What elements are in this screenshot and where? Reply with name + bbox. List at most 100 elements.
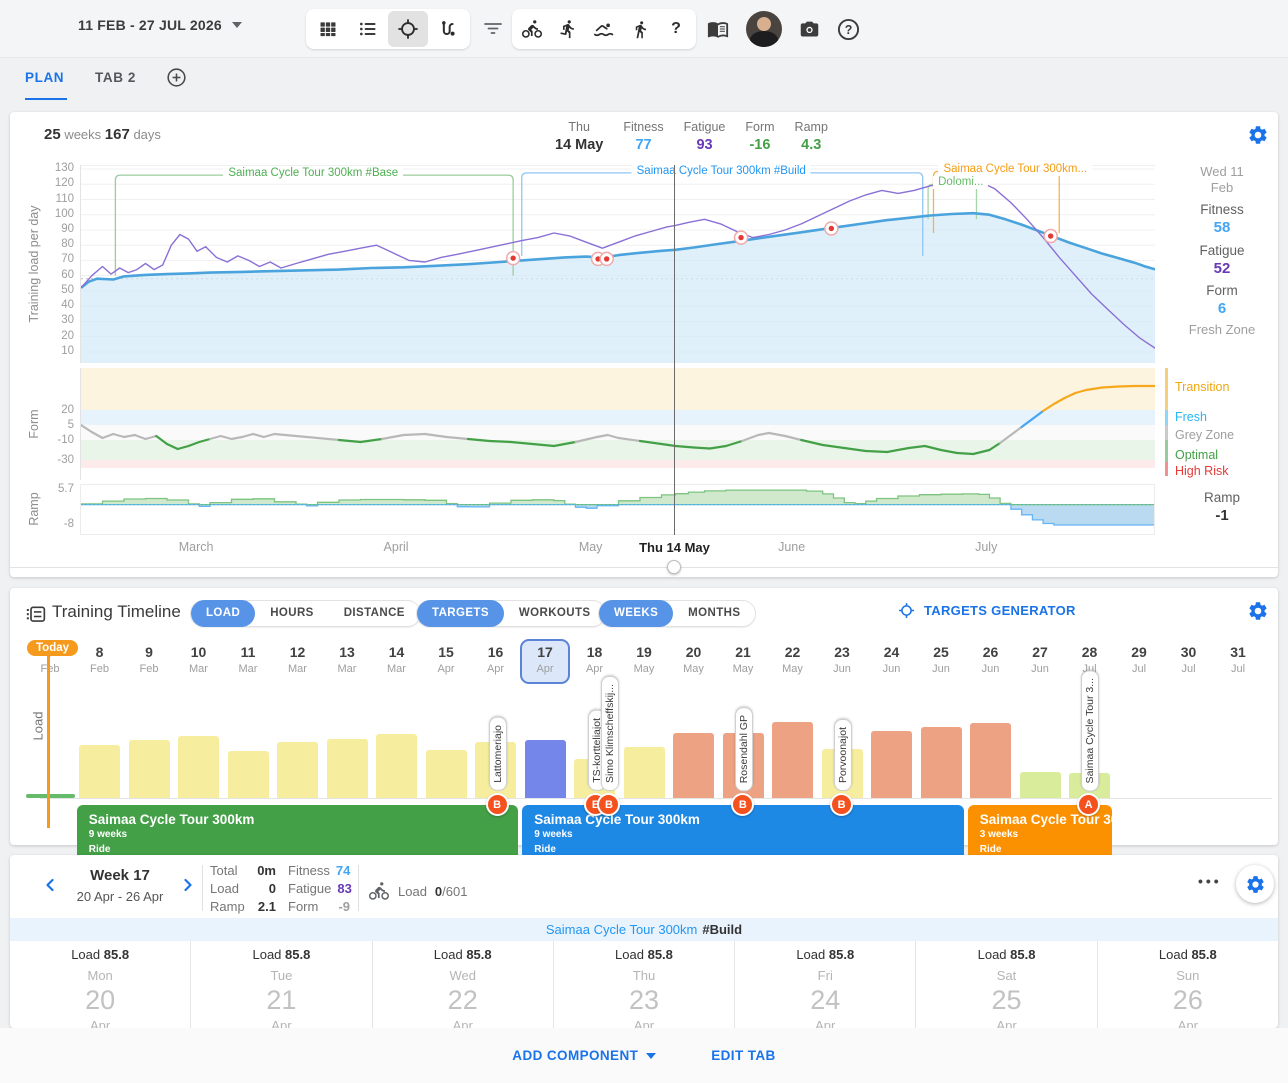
timeline-week-27[interactable]: 27 Jun: [1015, 638, 1065, 675]
week-target-bar[interactable]: [1019, 771, 1061, 798]
timeline-week-14[interactable]: 14 Mar: [372, 638, 422, 675]
timeline-settings-button[interactable]: [1247, 600, 1269, 622]
week-target-bar[interactable]: [772, 721, 813, 798]
timeline-week-17[interactable]: 17 Apr: [520, 638, 570, 675]
event-priority-badge[interactable]: B: [597, 793, 621, 816]
day-cell-sat[interactable]: Load 85.8 Sat 25 Apr: [915, 941, 1096, 1033]
filter-button[interactable]: [484, 20, 502, 36]
route-view-button[interactable]: [428, 11, 468, 47]
timeline-week-18[interactable]: 18 Apr: [570, 638, 620, 675]
sport-ride-button[interactable]: [514, 11, 550, 47]
event-flag[interactable]: Rosendahl GP: [734, 706, 753, 791]
sport-filter: ?: [512, 9, 696, 49]
date-range-selector[interactable]: 11 FEB - 27 JUL 2026: [78, 17, 242, 33]
week-target-bar[interactable]: [425, 749, 467, 798]
timeline-week-24[interactable]: 24 Jun: [867, 638, 917, 675]
plan-target-view-button[interactable]: [388, 11, 428, 47]
toggle-weeks[interactable]: WEEKS: [599, 599, 674, 627]
week-target-bar[interactable]: [871, 730, 912, 798]
event-flag[interactable]: Porvoonajot: [833, 718, 852, 791]
week-target-bar[interactable]: [326, 739, 368, 798]
chart-cursor-line[interactable]: [674, 165, 676, 535]
help-button[interactable]: ?: [837, 18, 860, 41]
toggle-hours[interactable]: HOURS: [270, 607, 314, 619]
sport-walk-button[interactable]: [622, 11, 658, 47]
timeline-week-31[interactable]: 31 Jul: [1213, 638, 1263, 675]
event-priority-badge[interactable]: B: [731, 793, 755, 816]
chart-settings-button[interactable]: [1247, 124, 1269, 146]
week-event-link[interactable]: Saimaa Cycle Tour 300km: [545, 922, 698, 937]
week-target-bar[interactable]: [128, 740, 170, 798]
toggle-targets[interactable]: TARGETS: [417, 599, 504, 627]
day-load: Load 85.8: [10, 947, 190, 962]
timeline-week-23[interactable]: 23 Jun: [817, 638, 867, 675]
journal-button[interactable]: [706, 18, 730, 40]
week-target-bar[interactable]: [920, 727, 962, 798]
timeline-week-8[interactable]: 8 Feb: [75, 638, 125, 675]
fitness-fatigue-chart[interactable]: [80, 165, 1155, 363]
timeline-week-12[interactable]: 12 Mar: [273, 638, 323, 675]
list-view-button[interactable]: [348, 11, 388, 47]
timeline-week-29[interactable]: 29 Jul: [1114, 638, 1164, 675]
sport-other-button[interactable]: ?: [671, 20, 681, 37]
event-flag[interactable]: Saimaa Cycle Tour 3...: [1080, 669, 1099, 791]
event-priority-badge[interactable]: B: [485, 793, 509, 816]
edit-tab-button[interactable]: EDIT TAB: [711, 1048, 776, 1063]
day-cell-fri[interactable]: Load 85.8 Fri 24 Apr: [734, 941, 915, 1033]
week-menu-button[interactable]: •••: [1198, 873, 1222, 889]
form-chart[interactable]: [80, 368, 1155, 480]
week-target-bar[interactable]: [623, 747, 665, 798]
day-cell-sun[interactable]: Load 85.8 Sun 26 Apr: [1096, 941, 1278, 1033]
user-avatar[interactable]: [746, 11, 782, 47]
chart-scrollbar[interactable]: [10, 567, 1278, 568]
week-target-bar[interactable]: [970, 723, 1011, 798]
toggle-workouts[interactable]: WORKOUTS: [518, 607, 591, 619]
timeline-week-11[interactable]: 11 Mar: [223, 638, 273, 675]
ramp-chart[interactable]: [80, 484, 1155, 535]
event-priority-badge[interactable]: B: [830, 793, 854, 816]
week-settings-button[interactable]: [1236, 865, 1274, 903]
timeline-week-20[interactable]: 20 May: [669, 638, 719, 675]
timeline-week-22[interactable]: 22 May: [768, 638, 818, 675]
add-component-button[interactable]: ADD COMPONENT: [512, 1048, 657, 1063]
day-cell-wed[interactable]: Load 85.8 Wed 22 Apr: [371, 941, 553, 1033]
timeline-week-25[interactable]: 25 Jun: [916, 638, 966, 675]
toggle-load[interactable]: LOAD: [191, 599, 256, 627]
prev-week-button[interactable]: [40, 875, 60, 895]
next-week-button[interactable]: [178, 875, 198, 895]
screenshot-button[interactable]: [798, 19, 821, 40]
week-target-bar[interactable]: [376, 734, 417, 798]
timeline-week-16[interactable]: 16 Apr: [471, 638, 521, 675]
timeline-week-30[interactable]: 30 Jul: [1164, 638, 1214, 675]
targets-generator-button[interactable]: TARGETS GENERATOR: [898, 602, 1076, 619]
add-tab-button[interactable]: [166, 67, 187, 88]
week-target-bar[interactable]: [277, 741, 318, 798]
timeline-week-21[interactable]: 21 May: [718, 638, 768, 675]
timeline-week-13[interactable]: 13 Mar: [322, 638, 372, 675]
event-flag[interactable]: Lattomeriajo: [489, 717, 508, 791]
week-target-bar[interactable]: [524, 740, 566, 798]
sport-run-button[interactable]: [550, 11, 586, 47]
timeline-week-15[interactable]: 15 Apr: [421, 638, 471, 675]
day-cell-tue[interactable]: Load 85.8 Tue 21 Apr: [190, 941, 371, 1033]
timeline-week-10[interactable]: 10 Mar: [174, 638, 224, 675]
timeline-week-19[interactable]: 19 May: [619, 638, 669, 675]
calendar-grid-view-button[interactable]: [308, 11, 348, 47]
day-cell-thu[interactable]: Load 85.8 Thu 23 Apr: [552, 941, 734, 1033]
tab-plan[interactable]: PLAN: [25, 70, 65, 85]
toggle-months[interactable]: MONTHS: [688, 607, 741, 619]
sport-swim-button[interactable]: [586, 11, 622, 47]
event-flag[interactable]: Simo Klimscheffskij...: [600, 676, 619, 791]
week-target-bar[interactable]: [178, 735, 219, 798]
timeline-week-9[interactable]: 9 Feb: [124, 638, 174, 675]
week-target-bar[interactable]: [79, 745, 120, 798]
event-priority-badge[interactable]: A: [1077, 793, 1101, 816]
week-target-bar[interactable]: [227, 751, 269, 798]
timeline-week-26[interactable]: 26 Jun: [966, 638, 1016, 675]
tab-2[interactable]: TAB 2: [95, 70, 137, 85]
week-target-bar[interactable]: [673, 732, 714, 798]
chart-scrollbar-handle[interactable]: [667, 560, 682, 574]
toggle-distance[interactable]: DISTANCE: [343, 607, 405, 619]
week-actual-bar[interactable]: [25, 794, 75, 798]
day-cell-mon[interactable]: Load 85.8 Mon 20 Apr: [10, 941, 190, 1033]
